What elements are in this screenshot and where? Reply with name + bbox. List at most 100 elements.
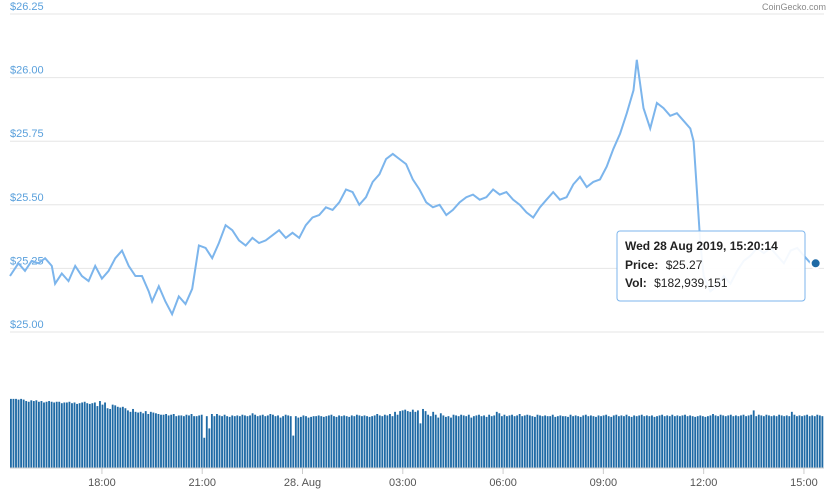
volume-bar bbox=[485, 416, 488, 468]
volume-bar bbox=[389, 414, 391, 468]
volume-bar bbox=[701, 416, 704, 468]
volume-bar bbox=[294, 416, 297, 468]
volume-bar bbox=[152, 412, 155, 468]
volume-bar bbox=[182, 416, 185, 468]
volume-bar bbox=[508, 415, 511, 468]
volume-bar bbox=[806, 414, 809, 468]
volume-bar bbox=[793, 414, 796, 468]
volume-bar bbox=[651, 415, 653, 468]
x-tick-label: 12:00 bbox=[690, 477, 718, 489]
volume-bar bbox=[523, 415, 526, 468]
volume-bar bbox=[452, 414, 455, 468]
volume-bar bbox=[780, 415, 783, 468]
volume-bar bbox=[816, 414, 819, 468]
credit-label[interactable]: CoinGecko.com bbox=[762, 2, 826, 12]
volume-bar bbox=[355, 414, 358, 468]
volume-bar bbox=[216, 414, 218, 468]
volume-bar bbox=[414, 411, 417, 468]
volume-bar bbox=[455, 415, 457, 468]
volume-bar bbox=[478, 414, 480, 468]
volume-bar bbox=[587, 416, 590, 468]
volume-bar bbox=[516, 415, 519, 468]
volume-bar bbox=[442, 415, 445, 468]
volume-bar bbox=[208, 428, 211, 468]
volume-bar bbox=[200, 414, 203, 468]
volume-bar bbox=[467, 414, 470, 468]
price-series-line[interactable] bbox=[9, 59, 816, 317]
volume-bar bbox=[320, 416, 323, 468]
volume-bar bbox=[137, 412, 140, 468]
volume-bar bbox=[129, 411, 132, 468]
volume-bar bbox=[111, 404, 114, 468]
volume-bar bbox=[404, 409, 407, 468]
volume-bar bbox=[620, 415, 623, 468]
volume-bar bbox=[724, 416, 727, 468]
volume-bar bbox=[727, 415, 730, 468]
y-axis-labels: $26.25 $26.00 $25.75 $25.50 $25.25 $25.00 bbox=[10, 1, 44, 331]
y-tick-label: $25.00 bbox=[10, 319, 44, 331]
volume-bar bbox=[437, 417, 440, 468]
volume-bar bbox=[287, 415, 290, 468]
tooltip-price-value: $25.27 bbox=[666, 258, 703, 272]
volume-bar bbox=[811, 415, 814, 468]
volume-bar bbox=[610, 416, 613, 468]
volume-bar bbox=[35, 400, 38, 468]
volume-bar bbox=[679, 416, 681, 468]
volume-bar bbox=[625, 414, 628, 468]
volume-bar bbox=[43, 402, 45, 468]
volume-bar bbox=[302, 415, 305, 468]
volume-bar bbox=[249, 415, 251, 468]
x-tick-label: 18:00 bbox=[88, 477, 116, 489]
volume-bar bbox=[480, 416, 483, 468]
volume-bar bbox=[536, 414, 539, 468]
volume-bar bbox=[500, 416, 503, 468]
volume-bar bbox=[595, 416, 597, 468]
volume-bar bbox=[139, 411, 142, 468]
volume-bar bbox=[526, 414, 529, 468]
volume-bar bbox=[732, 416, 735, 468]
tooltip-date: Wed 28 Aug 2019, 15:20:14 bbox=[625, 239, 778, 253]
volume-bar bbox=[409, 411, 412, 468]
volume-bar bbox=[539, 415, 541, 468]
volume-bar bbox=[73, 402, 76, 468]
volume-bar bbox=[289, 416, 292, 468]
volume-bar bbox=[381, 416, 384, 468]
volume-bar bbox=[734, 415, 737, 468]
volume-bar bbox=[292, 435, 295, 468]
volume-bar bbox=[86, 403, 89, 468]
volume-bar bbox=[671, 414, 674, 468]
volume-bar bbox=[401, 410, 404, 468]
hover-marker[interactable] bbox=[809, 257, 822, 270]
volume-bar bbox=[518, 414, 521, 468]
y-tick-label: $26.25 bbox=[10, 1, 44, 13]
volume-bar bbox=[83, 401, 86, 468]
y-tick-label: $25.50 bbox=[10, 192, 44, 204]
volume-bar bbox=[439, 413, 442, 468]
volume-bar bbox=[376, 414, 379, 468]
volume-bar bbox=[231, 415, 234, 468]
tooltip-vol-value: $182,939,151 bbox=[654, 276, 728, 290]
volume-bar bbox=[511, 414, 513, 468]
volume-bar bbox=[241, 414, 244, 468]
volume-bar bbox=[193, 416, 195, 468]
volume-bar bbox=[17, 399, 20, 468]
volume-bar bbox=[561, 416, 564, 468]
price-gridlines bbox=[10, 13, 824, 333]
volume-bar bbox=[93, 402, 96, 468]
volume-bar bbox=[406, 411, 409, 468]
volume-bar bbox=[322, 416, 325, 468]
volume-bar bbox=[157, 414, 160, 468]
volume-bar bbox=[20, 398, 23, 468]
volume-bar bbox=[666, 415, 669, 468]
x-tick-label: 09:00 bbox=[590, 477, 618, 489]
volume-bar bbox=[572, 416, 575, 468]
volume-bar bbox=[742, 414, 745, 468]
volume-bar bbox=[325, 416, 328, 468]
volume-bar bbox=[470, 417, 473, 468]
volume-bar bbox=[205, 416, 208, 468]
volume-bar bbox=[353, 416, 356, 468]
volume-bar bbox=[188, 415, 190, 468]
volume-bar bbox=[546, 416, 549, 468]
volume-bar bbox=[172, 414, 175, 468]
